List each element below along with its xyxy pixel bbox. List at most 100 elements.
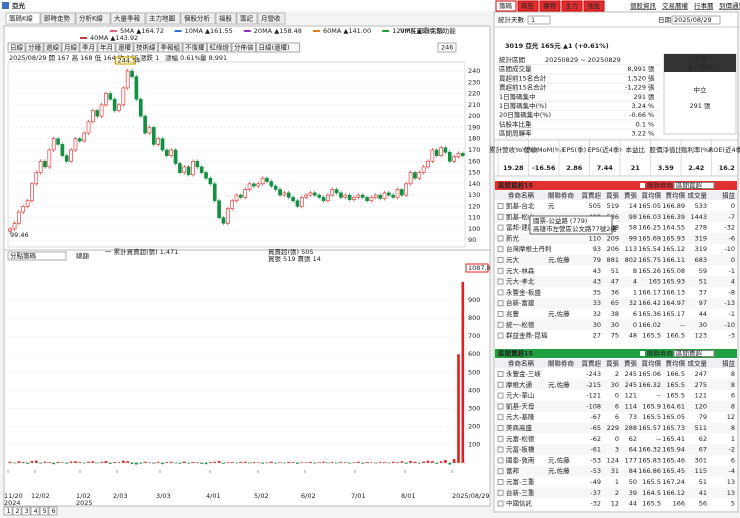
filter-check[interactable] xyxy=(640,183,645,188)
toolbar-label[interactable]: 季報組 xyxy=(161,43,181,52)
toolbar-button[interactable] xyxy=(115,42,134,53)
row-check[interactable] xyxy=(497,267,504,274)
tab-label[interactable]: 個股分析 xyxy=(184,14,211,23)
row-check[interactable] xyxy=(497,457,504,464)
toolbar-button[interactable] xyxy=(25,42,44,53)
select-label[interactable]: 區間賣超 xyxy=(676,349,703,358)
row-check[interactable] xyxy=(497,257,504,263)
row-check[interactable] xyxy=(497,321,504,328)
row-check[interactable] xyxy=(497,403,504,410)
toolbar-button[interactable] xyxy=(133,42,158,53)
toolbar-label[interactable]: 還權 xyxy=(118,43,132,52)
row-check[interactable] xyxy=(497,311,504,317)
toolbar-count[interactable]: 246 xyxy=(441,44,453,52)
tab-label[interactable]: 報告 xyxy=(521,1,535,10)
tab[interactable] xyxy=(257,12,286,25)
link[interactable]: 行事曆 xyxy=(694,1,714,10)
toolbar-button[interactable] xyxy=(79,42,98,53)
tab[interactable] xyxy=(561,0,583,12)
page-number[interactable]: 3 xyxy=(25,507,29,515)
row-check[interactable] xyxy=(497,278,504,285)
page-number[interactable]: 6 xyxy=(52,507,56,515)
tab-label[interactable]: 籌碼 xyxy=(499,1,513,10)
tab[interactable] xyxy=(180,12,216,25)
row-check[interactable] xyxy=(497,246,504,253)
tab[interactable] xyxy=(5,12,41,25)
tab-label[interactable]: 月營收 xyxy=(261,14,281,23)
toolbar-button[interactable] xyxy=(61,42,80,53)
tab[interactable] xyxy=(517,0,539,12)
page-number[interactable]: 4 xyxy=(34,507,38,515)
page-button[interactable] xyxy=(21,506,31,516)
tab[interactable] xyxy=(539,0,561,12)
selector[interactable] xyxy=(7,251,67,261)
tab-label[interactable]: 主力 xyxy=(565,1,578,10)
toolbar-label[interactable]: 週線 xyxy=(46,43,60,52)
toolbar-label[interactable]: 技術線 xyxy=(136,43,156,52)
days-value[interactable]: 1 xyxy=(531,16,535,24)
row-check[interactable] xyxy=(497,392,504,399)
row-check[interactable] xyxy=(497,500,504,507)
row-check[interactable] xyxy=(497,479,504,485)
row-check[interactable] xyxy=(497,414,504,421)
tab[interactable] xyxy=(40,12,76,25)
filter-label[interactable]: 關聯券商 xyxy=(647,349,674,358)
tab[interactable] xyxy=(583,0,605,12)
tab[interactable] xyxy=(215,12,237,25)
toolbar-button[interactable] xyxy=(231,42,256,53)
tab[interactable] xyxy=(495,0,517,12)
row-check[interactable] xyxy=(497,446,504,453)
filter-label[interactable]: 關聯券商 xyxy=(647,181,674,190)
page-button[interactable] xyxy=(39,506,49,516)
page-button[interactable] xyxy=(3,506,13,516)
page-button[interactable] xyxy=(48,506,58,516)
page-button[interactable] xyxy=(30,506,40,516)
toolbar-button[interactable] xyxy=(207,42,232,53)
toolbar-button[interactable] xyxy=(43,42,62,53)
row-check[interactable] xyxy=(497,289,504,296)
row-check[interactable] xyxy=(497,425,504,431)
select-label[interactable]: 區間買超 xyxy=(676,181,703,190)
toolbar-button[interactable] xyxy=(158,42,183,53)
row-check[interactable] xyxy=(497,468,504,475)
row-check[interactable] xyxy=(497,332,504,339)
tab[interactable] xyxy=(75,12,111,25)
tab-label[interactable]: 即時走勢 xyxy=(44,14,71,23)
tab-label[interactable]: 籌記 xyxy=(240,14,254,23)
tab-label[interactable]: 強批 xyxy=(587,1,601,10)
toolbar-label[interactable]: 紅綠燈 xyxy=(210,43,230,52)
tab[interactable] xyxy=(145,12,181,25)
link[interactable]: 到價通知 xyxy=(719,1,740,10)
select-box[interactable] xyxy=(673,182,715,189)
toolbar-label[interactable]: 分佈倍 xyxy=(234,43,254,52)
tab-label[interactable]: 籌碼K線 xyxy=(9,14,33,23)
row-check[interactable] xyxy=(497,224,504,231)
select-box[interactable] xyxy=(673,350,715,357)
row-check[interactable] xyxy=(497,235,504,242)
tab-label[interactable]: 分析K線 xyxy=(79,14,103,23)
toolbar-label[interactable]: 日線 xyxy=(10,43,24,52)
toolbar-button[interactable] xyxy=(97,42,116,53)
days-select[interactable] xyxy=(527,15,551,25)
toolbar-button[interactable] xyxy=(7,42,26,53)
count-box[interactable] xyxy=(437,42,457,53)
row-check[interactable] xyxy=(497,381,504,388)
toolbar-label[interactable]: 季月 xyxy=(82,43,95,52)
tab[interactable] xyxy=(236,12,258,25)
toolbar-label[interactable]: 日線(還權) xyxy=(259,43,290,52)
toolbar-label[interactable]: 月線 xyxy=(64,43,78,52)
row-check[interactable] xyxy=(497,213,504,220)
row-check[interactable] xyxy=(497,489,504,496)
tab-label[interactable]: 主力地圖 xyxy=(149,14,175,23)
page-number[interactable]: 5 xyxy=(43,507,47,515)
filter-check[interactable] xyxy=(640,351,645,356)
page-number[interactable]: 1 xyxy=(7,507,11,515)
tab-label[interactable]: 大量季報 xyxy=(114,14,141,23)
toolbar-label[interactable]: 年月 xyxy=(100,43,113,52)
tab[interactable] xyxy=(110,12,146,25)
page-number[interactable]: 2 xyxy=(16,507,20,515)
page-button[interactable] xyxy=(12,506,22,516)
date-box[interactable] xyxy=(671,15,721,25)
toolbar-button[interactable] xyxy=(256,42,300,53)
link[interactable]: 個股資訊 xyxy=(630,1,657,10)
